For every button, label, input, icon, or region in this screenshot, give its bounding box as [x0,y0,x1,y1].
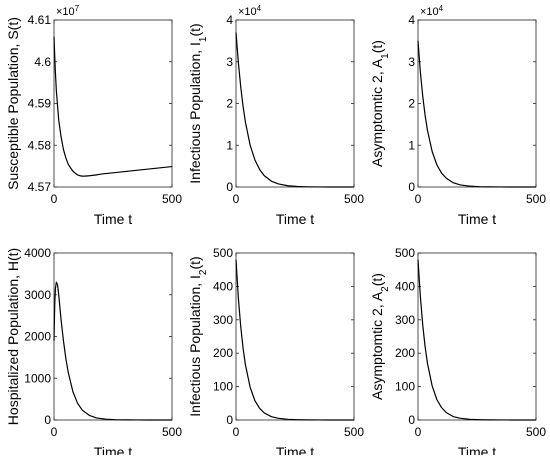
x-axis-label: Time t [276,444,314,455]
subplot-5: 0 100 200 300 400 500 0 500 Time t Infectious Pop… [187,246,364,460]
y-axis-label: Infectious Population, I1(t) [187,23,209,183]
axes-box [235,19,355,188]
y-exponent-label: ×107 [56,4,80,19]
series-line [235,259,354,421]
x-tick-label: 0 [51,192,58,206]
x-tick-label: 0 [415,192,422,206]
y-tick-label: 1 [226,138,233,152]
subplot-2: 0 1 2 3 4 0 500 ×104 Time t Infectious Population… [187,4,364,228]
y-tick-label: 4.57 [28,180,52,194]
y-tick-label: 0 [226,413,233,427]
y-tick-label: 100 [395,380,415,394]
y-tick-label: 4 [408,13,415,27]
x-tick-label: 500 [162,425,182,439]
subplot-1: 4.57 4.58 4.59 4.6 4.61 0 500 ×107 Time t Suscept… [5,4,182,228]
y-tick-label: 200 [213,346,233,360]
series-line [53,281,172,421]
y-tick-label: 3 [408,55,415,69]
subplot-4: 0 1000 2000 3000 4000 0 500 Time t Hospitalized … [5,246,182,460]
y-tick-label: 2 [226,97,233,111]
x-tick-label: 0 [415,425,422,439]
axes-box [235,252,355,421]
axes-box [53,252,173,421]
x-tick-label: 500 [526,192,546,206]
y-tick-label: 500 [395,246,415,260]
series-line [235,32,355,188]
x-axis-label: Time t [458,444,496,455]
y-tick-label: 2 [408,97,415,111]
y-axis-label: Susceptible Population, S(t) [5,17,21,190]
y-tick-label: 4.59 [28,97,52,111]
y-tick-label: 0 [408,413,415,427]
x-tick-label: 500 [526,425,546,439]
series-line [53,36,173,177]
y-tick-label: 200 [395,346,415,360]
y-exponent-label: ×104 [238,4,262,19]
y-axis-label: Infectious Population, I2(t) [187,256,209,416]
y-tick-label: 300 [395,313,415,327]
y-axis-label: Hospitalized Population, H(t) [5,248,21,425]
y-exponent-label: ×104 [420,4,444,19]
series-line [417,40,537,188]
y-tick-label: 1000 [24,371,51,385]
y-tick-label: 0 [226,180,233,194]
x-axis-label: Time t [94,444,132,455]
y-tick-label: 3 [226,55,233,69]
y-tick-label: 3000 [24,288,51,302]
y-tick-label: 4.58 [28,138,52,152]
y-tick-label: 4 [226,13,233,27]
y-tick-label: 0 [44,413,51,427]
subplot-6: 0 100 200 300 400 500 0 500 Time t Asymptomtic 2,… [369,246,546,460]
y-tick-label: 0 [408,180,415,194]
y-tick-label: 400 [213,279,233,293]
y-tick-label: 100 [213,380,233,394]
y-tick-label: 1 [408,138,415,152]
y-tick-label: 4.61 [28,13,52,27]
subplot-3: 0 1 2 3 4 0 500 ×104 Time t Asymptomtic 2, A1(t) [369,4,546,228]
x-axis-label: Time t [94,211,132,227]
x-tick-label: 500 [344,425,364,439]
y-tick-label: 400 [395,279,415,293]
axes-box [53,19,173,188]
x-axis-label: Time t [458,211,496,227]
series-line [417,259,536,421]
x-tick-label: 500 [344,192,364,206]
y-tick-label: 4.6 [34,55,51,69]
x-tick-label: 0 [233,425,240,439]
y-tick-label: 300 [213,313,233,327]
x-tick-label: 500 [162,192,182,206]
y-axis-label: Asymptomtic 2, A2(t) [369,273,391,400]
x-tick-label: 0 [233,192,240,206]
x-tick-label: 0 [51,425,58,439]
y-tick-label: 500 [213,246,233,260]
y-tick-label: 2000 [24,330,51,344]
y-tick-label: 4000 [24,246,51,260]
y-axis-label: Asymptomtic 2, A1(t) [369,40,391,167]
x-axis-label: Time t [276,211,314,227]
